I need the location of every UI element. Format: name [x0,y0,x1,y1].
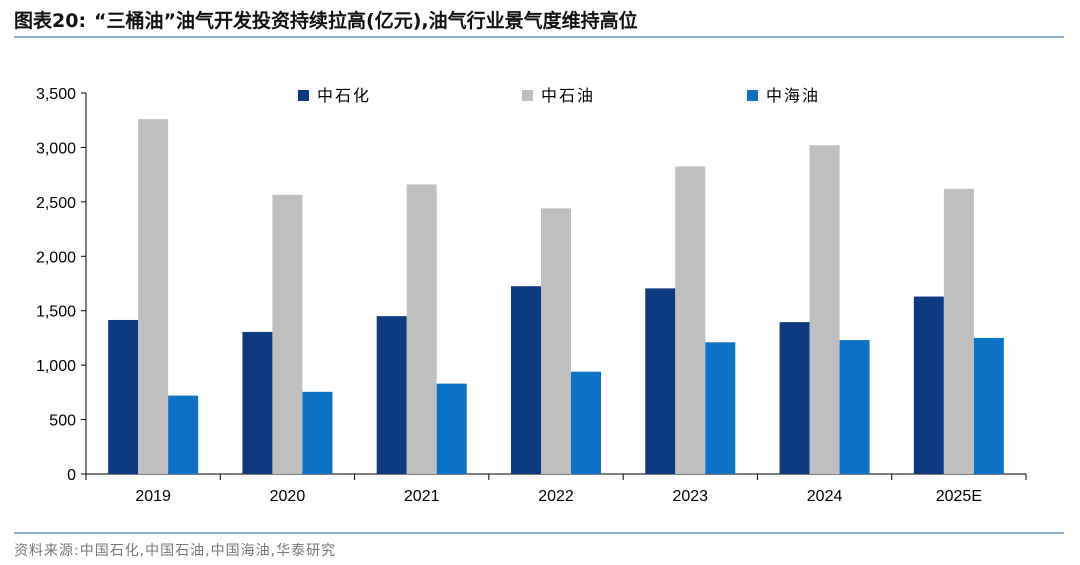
bars [108,119,1004,475]
bar-中石化-2020 [242,331,273,474]
bar-中石化-2023 [645,288,676,474]
y-tick-label: 1,500 [36,304,76,321]
x-tick-label: 2022 [538,488,574,505]
y-tick-label: 2,000 [36,249,76,266]
bar-中石化-2022 [511,286,541,474]
bar-中海油-2019 [168,395,199,474]
x-tick-label: 2025E [936,488,982,505]
bottom-divider [14,532,1064,534]
bar-中石油-2020 [272,194,303,474]
legend-swatch-中石化 [298,90,309,101]
bar-中石油-2025E [943,188,974,474]
bar-中石化-2024 [779,322,810,474]
y-tick-label: 0 [67,467,76,484]
y-tick-label: 3,500 [36,86,76,103]
bar-中石油-2019 [138,119,169,474]
x-tick-label: 2021 [404,488,440,505]
chart-title: 图表20: “三桶油”油气开发投资持续拉高(亿元),油气行业景气度维持高位 [14,6,638,33]
x-tick-label: 2023 [672,488,708,505]
bar-中海油-2025E [973,337,1004,474]
legend-label-中石油: 中石油 [541,86,595,105]
x-tick-label: 2019 [135,488,171,505]
x-tick-label: 2020 [270,488,306,505]
bar-中石油-2023 [675,166,706,474]
bar-中海油-2022 [571,371,601,474]
y-tick-label: 3,000 [36,140,76,157]
legend-swatch-中海油 [747,90,758,101]
bar-中石化-2019 [108,319,139,474]
bar-中海油-2024 [839,340,870,474]
bar-中海油-2020 [302,391,333,474]
bar-中海油-2021 [436,383,467,474]
x-axis: 2019 2020 2021 2022 2023 2024 2025E [85,473,1027,505]
bar-中石油-2022 [541,208,571,475]
y-tick-label: 500 [49,413,76,430]
figure-number: 图表20: [14,10,87,32]
bar-中石化-2021 [376,316,407,474]
y-tick-label: 2,500 [36,195,76,212]
bar-中石油-2021 [406,184,437,474]
bar-中海油-2023 [705,342,736,474]
source-note: 资料来源:中国石化,中国石油,中国海油,华泰研究 [14,543,337,559]
figure-title-text: “三桶油”油气开发投资持续拉高(亿元),油气行业景气度维持高位 [94,10,638,32]
legend-swatch-中石油 [522,90,533,101]
bar-中石化-2025E [913,296,944,474]
y-axis: 0 500 1,000 1,500 2,000 2,500 3,000 3,500 [36,86,87,484]
top-divider [14,36,1064,38]
legend-label-中石化: 中石化 [317,86,371,105]
y-tick-label: 1,000 [36,358,76,375]
legend-label-中海油: 中海油 [766,86,820,105]
legend: 中石化 中石油 中海油 [298,86,820,105]
x-tick-label: 2024 [807,488,843,505]
bar-中石油-2024 [809,145,840,474]
